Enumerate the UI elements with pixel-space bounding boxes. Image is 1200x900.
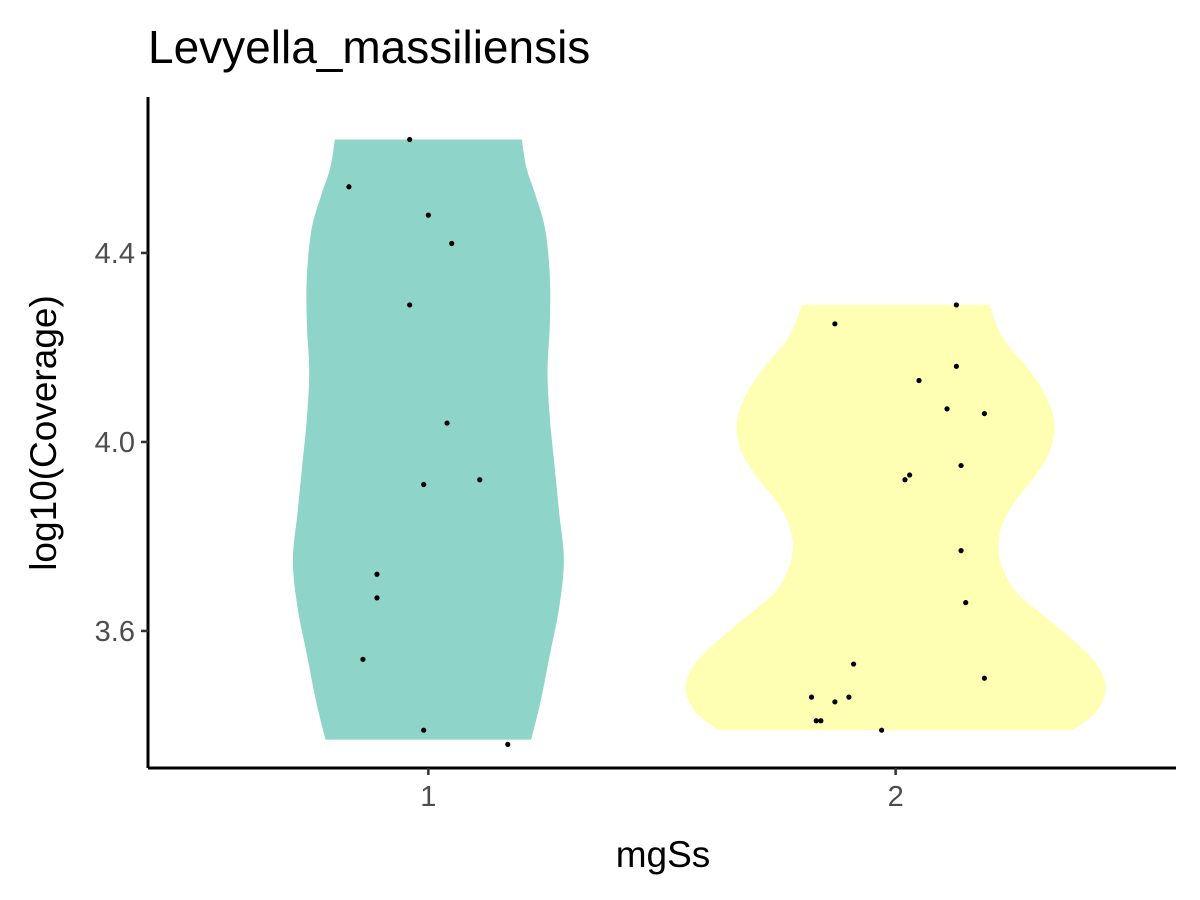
data-point	[421, 727, 427, 733]
data-point	[902, 477, 908, 483]
data-point	[981, 410, 988, 417]
data-point	[916, 377, 922, 384]
data-point	[360, 656, 366, 662]
data-point	[846, 694, 852, 700]
data-point	[444, 420, 450, 426]
data-point	[953, 302, 959, 308]
chart-title: Levyella_massiliensis	[148, 21, 590, 73]
data-point	[374, 571, 380, 577]
data-point	[958, 462, 964, 469]
x-tick-label: 2	[888, 781, 904, 813]
data-point	[944, 406, 950, 412]
data-point	[813, 718, 819, 724]
y-axis-title: log10(Coverage)	[23, 295, 64, 571]
data-point	[477, 477, 483, 483]
y-tick-label: 3.6	[95, 616, 135, 648]
data-point	[850, 661, 857, 667]
data-point	[374, 595, 380, 601]
data-point	[958, 548, 964, 554]
data-point	[425, 212, 431, 218]
data-point	[907, 472, 913, 478]
plot-area	[292, 136, 1106, 747]
data-point	[346, 184, 352, 190]
data-point	[879, 727, 885, 733]
data-point	[407, 302, 413, 308]
data-point	[421, 481, 427, 488]
data-point	[407, 136, 413, 143]
data-point	[963, 600, 969, 606]
data-point	[449, 240, 455, 247]
y-tick-label: 4.4	[95, 238, 135, 270]
y-tick-label: 4.0	[95, 427, 135, 459]
y-axis-ticks: 3.6 4.0 4.4	[95, 238, 148, 648]
data-point	[818, 718, 824, 724]
data-point	[953, 363, 959, 369]
data-point	[505, 741, 511, 747]
data-point	[832, 321, 838, 327]
violin-2	[685, 304, 1106, 731]
x-axis-title: mgSs	[616, 834, 711, 875]
data-point	[808, 694, 815, 700]
violin-1	[292, 139, 564, 740]
x-tick-label: 1	[420, 781, 436, 813]
data-point	[981, 675, 988, 681]
data-point	[832, 699, 838, 705]
